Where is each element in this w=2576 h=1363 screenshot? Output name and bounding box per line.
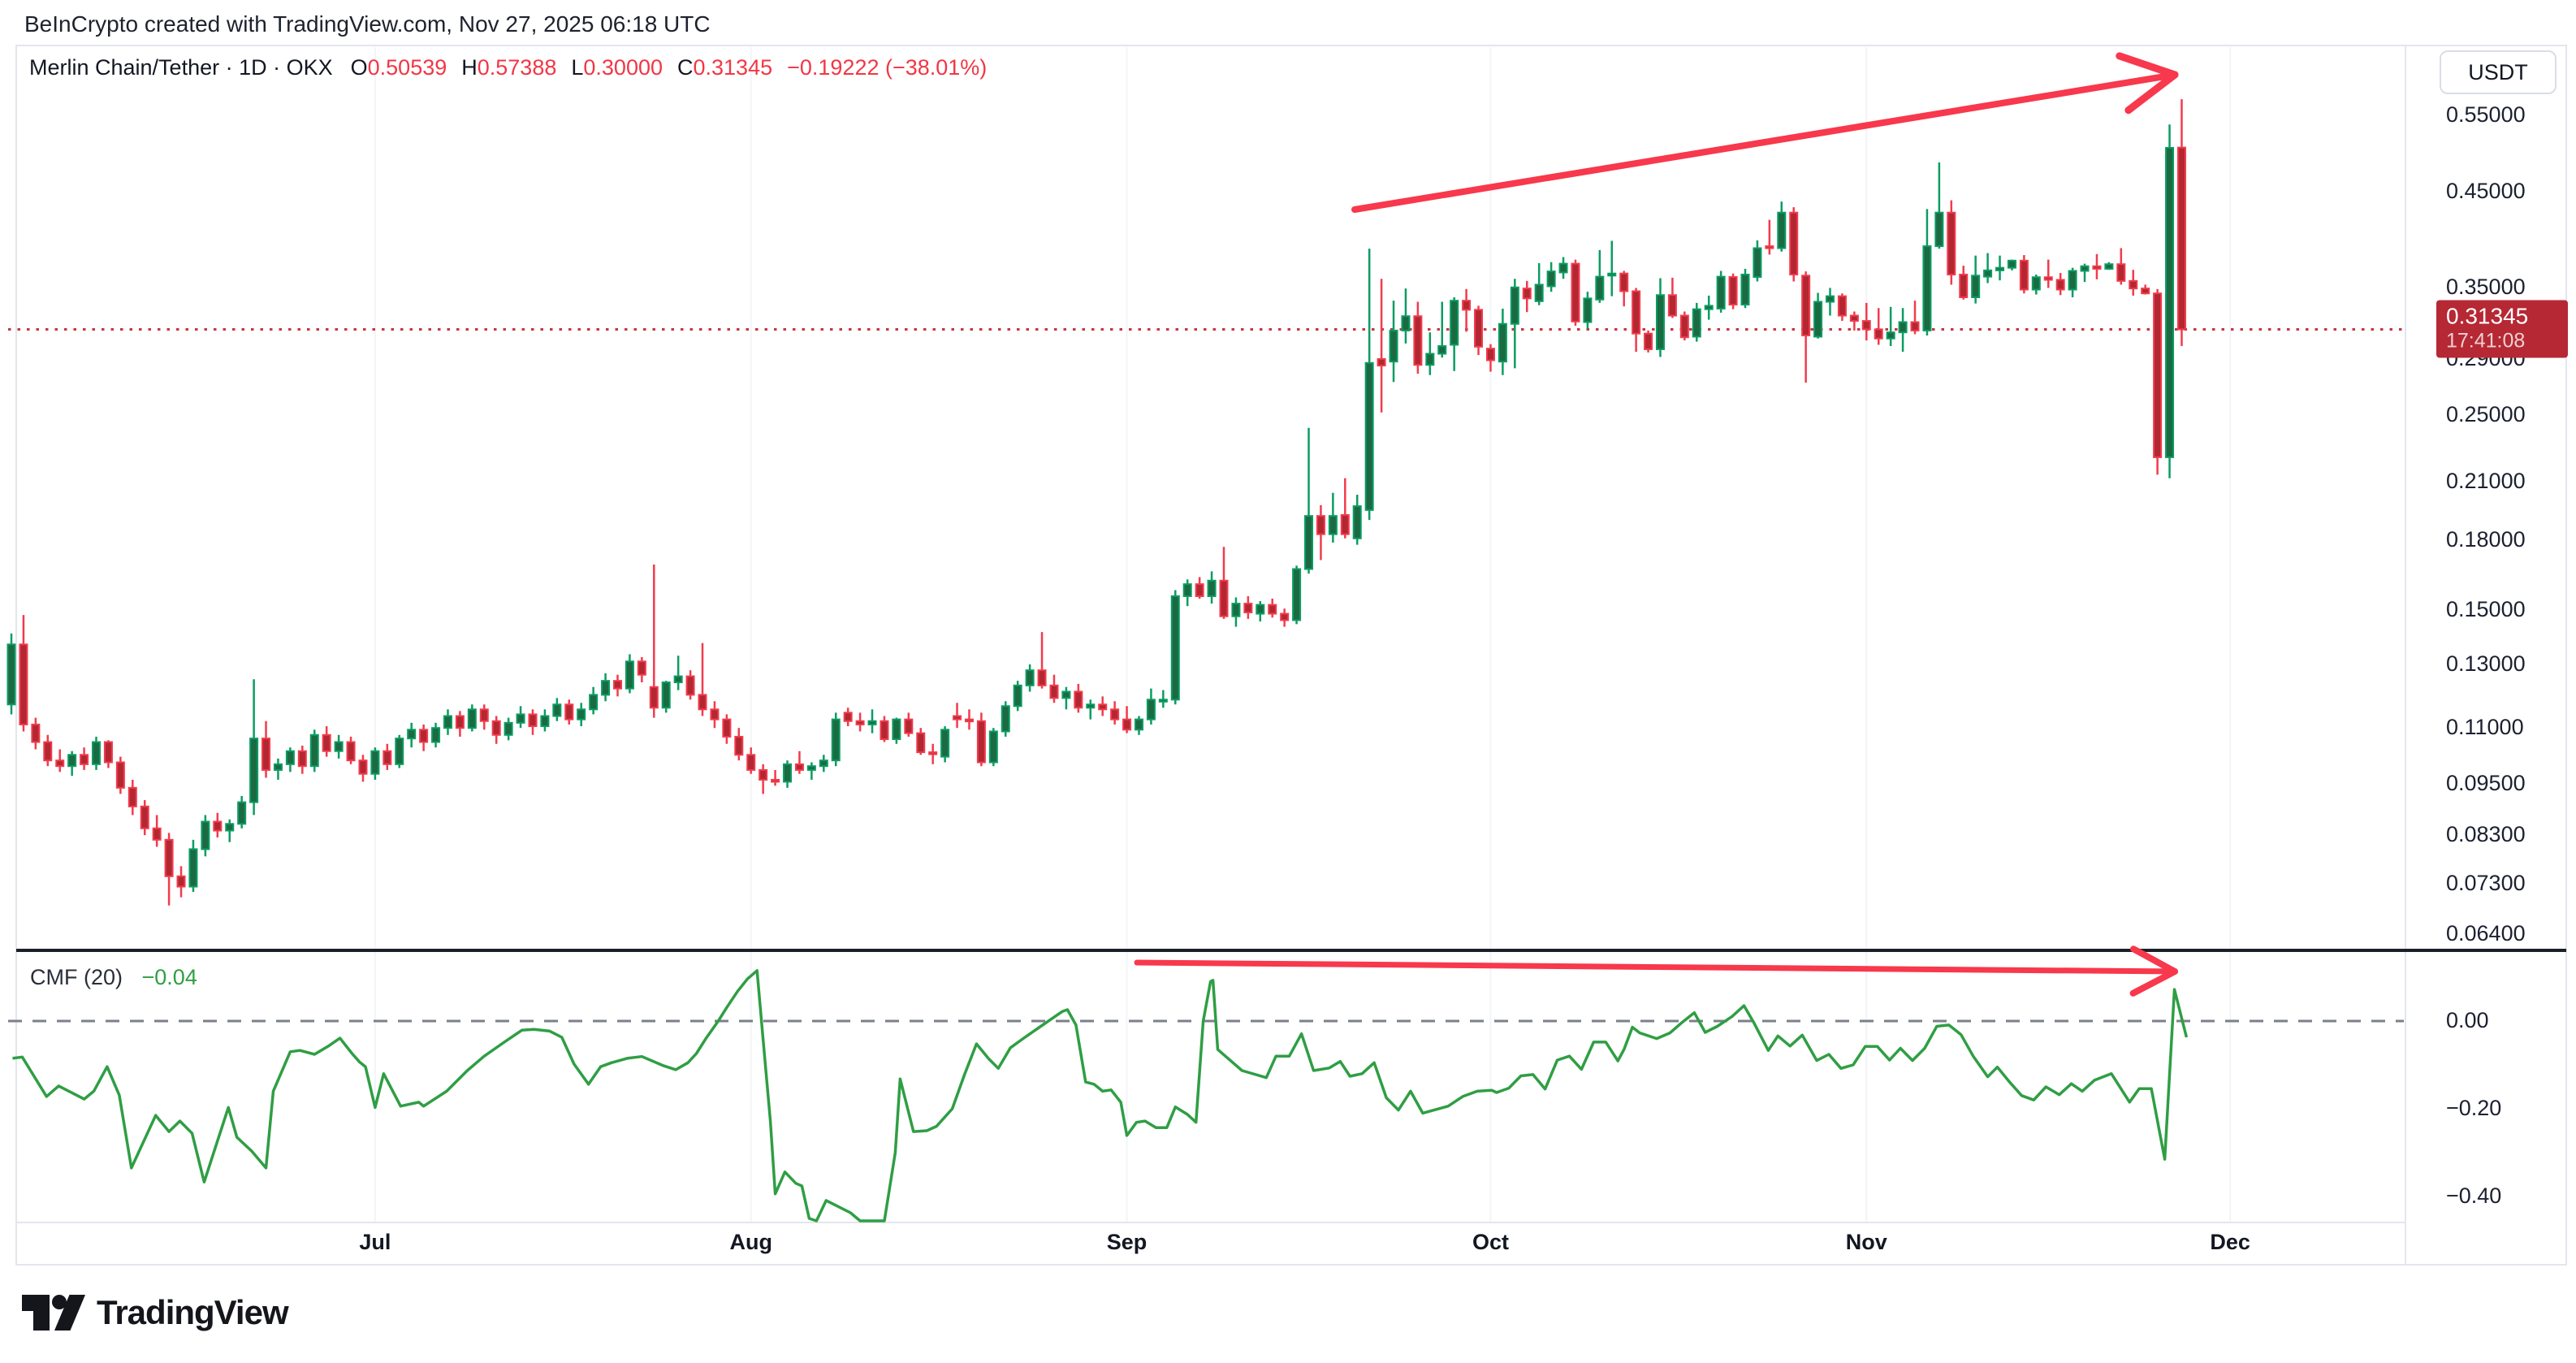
time-axis-label-nov: Nov [1845,1230,1887,1254]
symbol-legend: Merlin Chain/Tether · 1D · OKX O0.50539 H… [29,55,987,80]
tradingview-logo-text: TradingView [97,1293,289,1331]
price-axis-label: 0.13000 [2446,651,2526,676]
time-axis-label-jul: Jul [359,1230,391,1254]
price-axis-label: 0.06400 [2446,920,2526,945]
price-axis-label: 0.21000 [2446,469,2526,494]
ohlc-L: L0.30000 [571,55,663,80]
price-axis-label: 0.08300 [2446,822,2526,847]
price-axis-label: 0.11000 [2446,715,2524,740]
trend-arrow[interactable] [1134,945,2178,997]
change-value: −0.19222 (−38.01%) [787,55,988,80]
trend-arrow[interactable] [1351,52,2179,213]
price-axis-label: 0.55000 [2446,102,2526,127]
ohlc-values: O0.50539 H0.57388 L0.30000 C0.31345 [351,55,787,80]
bar-countdown: 17:41:08 [2446,329,2526,353]
price-axis-label: 0.15000 [2446,596,2526,621]
tradingview-logo-icon [22,1295,85,1331]
price-axis-label: 0.09500 [2446,770,2526,795]
candlestick-series [6,99,2186,906]
last-price-value: 0.31345 [2446,303,2529,329]
ohlc-O: O0.50539 [350,55,447,80]
ohlc-C: C0.31345 [677,55,773,80]
ohlc-H: H0.57388 [461,55,557,80]
price-axis-label: 0.18000 [2446,527,2526,552]
tradingview-logo[interactable]: TradingView [20,1293,289,1332]
time-axis-label-oct: Oct [1472,1230,1509,1254]
currency-unit-chip: USDT [2440,50,2557,94]
time-axis-label-dec: Dec [2210,1230,2250,1254]
price-axis-label: 0.35000 [2446,274,2526,299]
price-axis-label: 0.07300 [2446,871,2526,896]
price-axis-label: 0.45000 [2446,178,2526,203]
cmf-indicator-name: CMF (20) [30,965,123,989]
header-attribution: BeInCrypto created with TradingView.com,… [24,11,711,37]
cmf-axis-label: 0.00 [2446,1007,2489,1032]
cmf-axis-label: −0.40 [2446,1183,2502,1208]
cmf-axis-label: −0.20 [2446,1095,2502,1120]
time-axis-label-aug: Aug [729,1230,772,1254]
price-axis-label: 0.25000 [2446,402,2526,427]
cmf-line [12,969,2189,1222]
symbol-title: Merlin Chain/Tether · 1D · OKX [29,55,333,80]
chart-border [15,45,2567,1266]
time-axis-label-sep: Sep [1106,1230,1148,1254]
last-price-badge: 0.31345 17:41:08 [2436,300,2568,358]
cmf-indicator-value: −0.04 [141,965,197,989]
cmf-indicator-legend: CMF (20) −0.04 [30,965,197,990]
